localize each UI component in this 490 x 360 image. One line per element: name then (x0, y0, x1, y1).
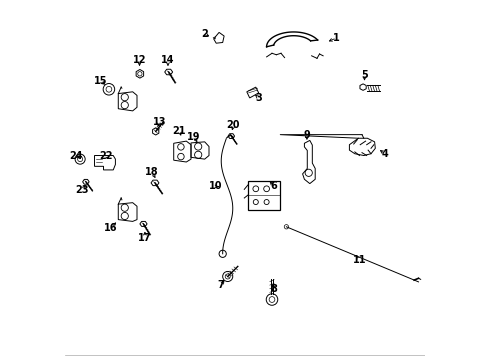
Text: 2: 2 (201, 29, 208, 39)
Text: 12: 12 (133, 55, 147, 66)
Text: 15: 15 (94, 76, 107, 86)
Text: 8: 8 (270, 284, 277, 294)
Text: 14: 14 (161, 55, 175, 66)
Text: 10: 10 (209, 181, 222, 192)
Text: 17: 17 (138, 233, 152, 243)
Text: 9: 9 (303, 130, 310, 140)
Text: 18: 18 (146, 167, 159, 177)
Text: 19: 19 (187, 132, 200, 142)
Text: 16: 16 (104, 222, 118, 233)
Text: 24: 24 (69, 150, 82, 161)
Text: 20: 20 (227, 120, 240, 130)
Text: 5: 5 (361, 69, 368, 80)
Text: 23: 23 (75, 185, 89, 195)
Text: 6: 6 (270, 181, 277, 191)
Text: 21: 21 (173, 126, 186, 136)
Text: 4: 4 (382, 149, 389, 159)
Text: 11: 11 (353, 255, 366, 265)
Text: 7: 7 (218, 280, 224, 290)
Text: 13: 13 (152, 117, 166, 127)
Text: 3: 3 (255, 93, 262, 103)
Text: 1: 1 (333, 33, 340, 43)
Text: 22: 22 (99, 150, 113, 161)
